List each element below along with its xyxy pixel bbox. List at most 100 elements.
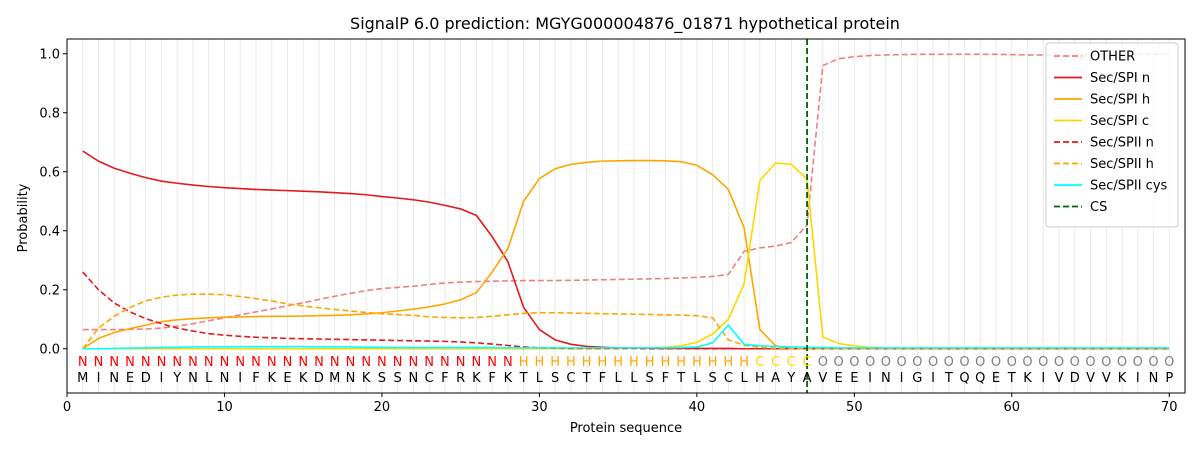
region-label: N — [220, 355, 230, 370]
residue-label: K — [299, 371, 308, 386]
residue-label: S — [708, 371, 716, 386]
legend-label: Sec/SPI c — [1090, 114, 1149, 129]
residue-label: I — [931, 371, 935, 386]
residue-label: E — [283, 371, 291, 386]
series-lines — [82, 53, 1170, 350]
residue-label: C — [425, 371, 434, 386]
residue-label: T — [944, 371, 953, 386]
legend-label: OTHER — [1090, 50, 1135, 65]
residue-label: S — [394, 371, 402, 386]
legend-label: CS — [1090, 200, 1107, 215]
series-line-6 — [82, 324, 1170, 350]
residue-label: F — [599, 371, 606, 386]
residue-label: N — [1149, 371, 1159, 386]
region-label: N — [283, 355, 293, 370]
region-label: O — [975, 355, 985, 370]
region-label: C — [803, 355, 812, 370]
x-tick-label: 60 — [1004, 400, 1021, 415]
y-tick-label: 1.0 — [39, 47, 60, 62]
residue-label: I — [160, 371, 164, 386]
region-label: O — [1070, 355, 1080, 370]
residue-label: M — [329, 371, 340, 386]
region-label: N — [141, 355, 151, 370]
series-line-0 — [82, 53, 1170, 331]
residue-label: C — [566, 371, 575, 386]
residue-label: N — [109, 371, 119, 386]
residue-label: N — [409, 371, 419, 386]
chart-title: SignalP 6.0 prediction: MGYG000004876_01… — [350, 14, 900, 34]
residue-label: T — [676, 371, 685, 386]
region-label: O — [912, 355, 922, 370]
residue-label: L — [740, 371, 748, 386]
residue-label: F — [252, 371, 259, 386]
residue-label: N — [346, 371, 356, 386]
region-label: N — [346, 355, 356, 370]
region-label: O — [833, 355, 843, 370]
region-label: N — [424, 355, 434, 370]
residue-label: K — [472, 371, 481, 386]
residue-label: D — [1070, 371, 1080, 386]
residue-label: Y — [172, 371, 181, 386]
region-label: O — [1085, 355, 1095, 370]
residue-label: L — [630, 371, 638, 386]
region-label: H — [708, 355, 718, 370]
residue-label: I — [97, 371, 101, 386]
region-label: N — [109, 355, 119, 370]
legend-label: Sec/SPII h — [1090, 157, 1154, 172]
x-tick-label: 20 — [374, 400, 391, 415]
region-label: N — [267, 355, 277, 370]
region-label: O — [1101, 355, 1111, 370]
y-tick-label: 0.0 — [39, 342, 60, 357]
x-tick-label: 50 — [846, 400, 863, 415]
region-label: H — [535, 355, 545, 370]
region-label: H — [613, 355, 623, 370]
residue-label: K — [267, 371, 276, 386]
region-label: N — [440, 355, 450, 370]
residue-label: I — [1041, 371, 1045, 386]
region-label: N — [298, 355, 308, 370]
region-label: H — [582, 355, 592, 370]
series-line-3 — [82, 162, 1170, 350]
y-axis-ticks: 0.0 0.2 0.4 0.6 0.8 1.0 — [39, 47, 67, 357]
x-tick-label: 70 — [1161, 400, 1178, 415]
region-label: O — [1022, 355, 1032, 370]
legend-label: Sec/SPII n — [1090, 136, 1154, 151]
region-label: H — [739, 355, 749, 370]
series-line-5 — [82, 293, 1170, 350]
legend-label: Sec/SPII cys — [1090, 179, 1168, 194]
region-label: O — [991, 355, 1001, 370]
region-label: N — [377, 355, 387, 370]
region-label: O — [928, 355, 938, 370]
residue-label: D — [141, 371, 151, 386]
legend-box — [1045, 42, 1179, 228]
region-label: O — [944, 355, 954, 370]
region-label: O — [881, 355, 891, 370]
residue-label: F — [662, 371, 669, 386]
region-label: O — [1038, 355, 1048, 370]
residue-label: I — [238, 371, 242, 386]
residue-label: P — [1165, 371, 1173, 386]
region-label: N — [188, 355, 198, 370]
residue-label: C — [724, 371, 733, 386]
residue-label: K — [362, 371, 371, 386]
region-label: N — [172, 355, 182, 370]
residue-label: Y — [786, 371, 795, 386]
region-label: O — [896, 355, 906, 370]
region-label: C — [771, 355, 780, 370]
region-label: H — [692, 355, 702, 370]
residue-label: E — [126, 371, 134, 386]
residue-label: A — [771, 371, 780, 386]
region-label: H — [723, 355, 733, 370]
residue-label: L — [536, 371, 544, 386]
residue-label: G — [912, 371, 922, 386]
x-tick-label: 10 — [216, 400, 233, 415]
y-tick-label: 0.4 — [39, 224, 60, 239]
region-label: N — [456, 355, 466, 370]
region-label: N — [204, 355, 214, 370]
residue-label: N — [220, 371, 230, 386]
residue-label: L — [205, 371, 213, 386]
residue-label: S — [378, 371, 386, 386]
region-label: N — [235, 355, 245, 370]
residue-label: S — [645, 371, 653, 386]
